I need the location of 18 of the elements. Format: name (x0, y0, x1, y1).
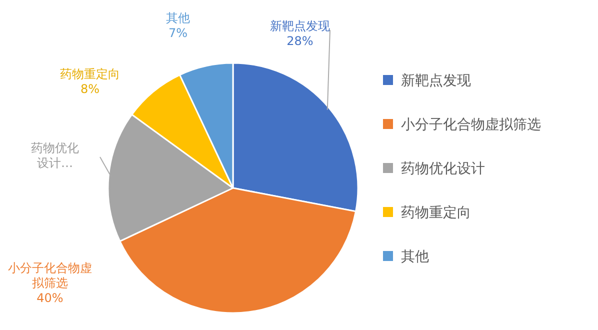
legend-item: 小分子化合物虚拟筛选 (383, 117, 541, 133)
slice-label: 小分子化合物虚拟筛选 (8, 261, 92, 290)
data-label: 40% (36, 291, 64, 305)
legend-item: 其他 (383, 249, 429, 265)
legend-item: 药物重定向 (383, 205, 471, 221)
slice-label: 药物重定向 (60, 67, 120, 81)
legend-label: 药物重定向 (401, 205, 471, 221)
legend-label: 其他 (401, 249, 429, 265)
legend-label: 药物优化设计 (401, 161, 485, 177)
legend-label: 新靶点发现 (401, 73, 471, 89)
slice-label: 其他 (166, 11, 190, 25)
data-label: 7% (168, 26, 188, 40)
data-label: 8% (80, 82, 100, 96)
legend-item: 新靶点发现 (383, 73, 471, 89)
legend-item: 药物优化设计 (383, 161, 485, 177)
text: 药物优化设计… (31, 141, 79, 170)
slice-label: 新靶点发现 (270, 19, 330, 33)
data-label: 28% (286, 34, 314, 48)
